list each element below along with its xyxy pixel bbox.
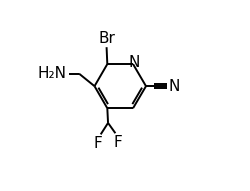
Text: F: F (113, 135, 122, 150)
Text: N: N (168, 79, 179, 94)
Text: H₂N: H₂N (37, 66, 66, 81)
Text: N: N (128, 55, 140, 70)
Text: Br: Br (98, 32, 114, 46)
Text: F: F (93, 136, 102, 151)
